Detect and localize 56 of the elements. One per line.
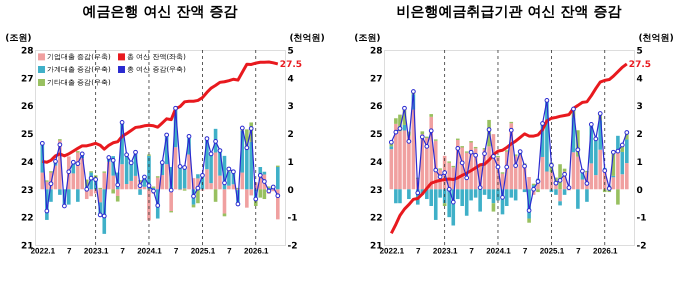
y2-tick-label: 0 [288,186,294,196]
x-tick-label: 2026.1 [244,246,270,256]
y2-tick-label: 5 [636,46,643,56]
x-tick-label: 2022.1 [380,246,405,256]
y2-tick-label: -1 [636,214,646,224]
x-tick-label: 7 [227,246,232,256]
x-tick-label: 2026.1 [593,246,618,256]
x-tick-label: 7 [469,246,474,256]
y-tick-label: 23 [370,186,382,196]
y-tick-label: 24 [370,158,382,168]
y-tick-label: 27 [20,74,34,84]
y2-tick-label: 3 [288,102,294,112]
x-tick-label: 7 [416,246,422,256]
y-tick-label: 26 [370,102,382,112]
x-tick-label: 7 [120,246,126,256]
y2-tick-label: -2 [636,242,646,252]
y2-axis-title: (천억원) [290,34,325,44]
x-tick-label: 7 [576,246,582,256]
x-tick-label: 2024.1 [137,246,162,256]
y2-tick-label: 0 [636,186,643,196]
x-tick-label: 7 [174,246,179,256]
y-tick-label: 28 [20,46,34,56]
x-tick-label: 2025.1 [190,246,216,256]
y-tick-label: 22 [370,214,382,224]
x-tick-label: 2023.1 [84,246,109,256]
chart-title: 예금은행 여신 잔액 증감 [82,4,238,20]
y2-tick-label: 3 [636,102,643,112]
y2-tick-label: 2 [288,130,294,140]
y-tick-label: 28 [370,46,382,56]
annotation: 27.5 [628,60,652,70]
chart-title: 비은행예금취급기관 여신 잔액 증감 [396,4,622,20]
y2-tick-label: 5 [288,46,294,56]
y2-tick-label: -1 [288,214,298,224]
y-tick-label: 23 [20,186,34,196]
y-tick-label: 22 [20,214,34,224]
y2-tick-label: -2 [288,242,298,252]
y2-tick-label: 4 [636,74,643,84]
y2-tick-label: 1 [636,158,643,168]
y-tick-label: 27 [370,74,382,84]
annotation: 27.5 [280,60,302,70]
y-tick-label: 26 [20,102,34,112]
y-tick-label: 25 [20,130,34,140]
y2-tick-label: 2 [636,130,643,140]
x-tick-label: 2023.1 [432,246,458,256]
x-tick-label: 2025.1 [540,246,565,256]
y2-tick-label: 4 [288,74,294,84]
y-axis-title: (조원) [5,34,32,44]
y-axis-title: (조원) [354,34,380,44]
y2-tick-label: 1 [288,158,294,168]
x-tick-label: 2022.1 [30,246,56,256]
y-tick-label: 25 [370,130,382,140]
x-tick-label: 2024.1 [486,246,512,256]
x-tick-label: 7 [522,246,528,256]
y2-axis-title: (천억원) [638,34,674,44]
x-tick-label: 7 [67,246,72,256]
y-tick-label: 24 [20,158,34,168]
